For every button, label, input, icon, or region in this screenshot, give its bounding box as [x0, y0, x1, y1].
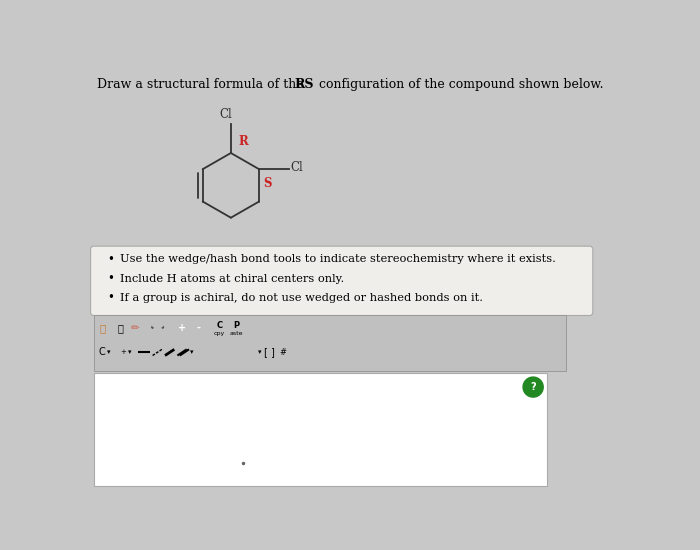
Text: RS: RS [295, 78, 314, 91]
Text: ▾: ▾ [106, 349, 110, 355]
Text: configuration of the compound shown below.: configuration of the compound shown belo… [315, 78, 603, 91]
FancyBboxPatch shape [94, 316, 566, 371]
Text: •: • [107, 253, 113, 266]
Text: Use the wedge/hash bond tools to indicate stereochemistry where it exists.: Use the wedge/hash bond tools to indicat… [120, 254, 556, 264]
Text: ▾: ▾ [190, 349, 194, 355]
Text: If a group is achiral, do not use wedged or hashed bonds on it.: If a group is achiral, do not use wedged… [120, 293, 483, 303]
FancyBboxPatch shape [228, 320, 245, 336]
Text: ✏: ✏ [131, 323, 140, 333]
Text: ▾: ▾ [128, 349, 132, 355]
Text: aste: aste [230, 331, 243, 336]
Text: [ ]: [ ] [264, 348, 275, 358]
Text: 🔒: 🔒 [117, 323, 123, 333]
Text: +: + [178, 323, 186, 333]
Text: S: S [263, 177, 272, 190]
Circle shape [175, 321, 189, 335]
FancyBboxPatch shape [211, 320, 228, 336]
Text: Include H atoms at chiral centers only.: Include H atoms at chiral centers only. [120, 273, 344, 283]
Text: ?: ? [531, 382, 536, 392]
Text: ✋: ✋ [100, 323, 106, 333]
Text: C: C [216, 321, 223, 330]
FancyBboxPatch shape [90, 246, 593, 316]
FancyBboxPatch shape [94, 373, 547, 486]
Text: P: P [233, 321, 239, 330]
Circle shape [191, 321, 205, 335]
Text: Draw a structural formula of the: Draw a structural formula of the [97, 78, 307, 91]
Text: R: R [239, 135, 248, 149]
Text: C: C [98, 348, 105, 358]
Text: •: • [107, 292, 113, 304]
Text: Cl: Cl [219, 108, 232, 120]
Text: +: + [120, 349, 126, 355]
Text: ▾: ▾ [258, 349, 261, 355]
Circle shape [523, 377, 543, 397]
Text: -: - [196, 323, 200, 333]
Text: cpy: cpy [214, 331, 225, 336]
Polygon shape [99, 323, 107, 332]
Text: •: • [107, 272, 113, 285]
Text: #: # [279, 348, 286, 357]
Text: Cl: Cl [290, 161, 304, 174]
